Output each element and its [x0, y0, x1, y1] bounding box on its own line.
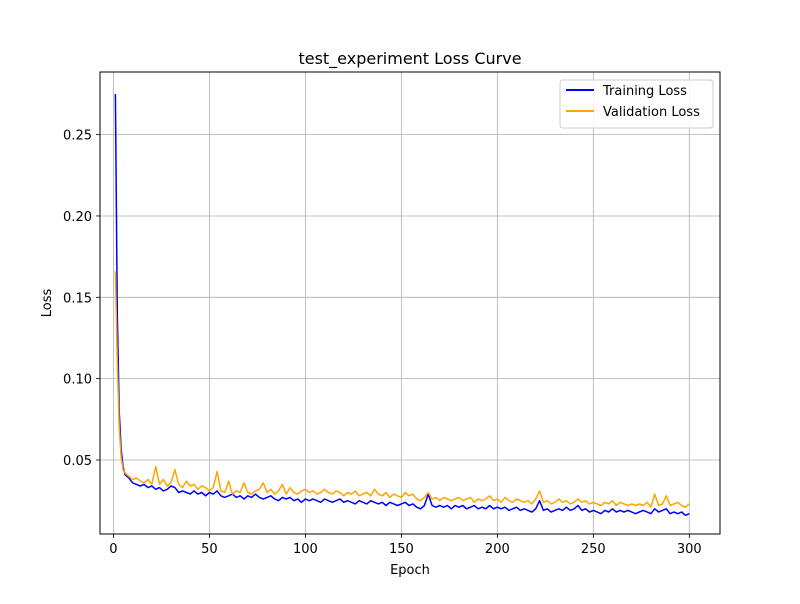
tick-layer: 0 50 100 150 200 250 300 0.05 0.10 0.15 0.20 0.25 — [63, 129, 702, 557]
x-tick-label: 250 — [581, 542, 606, 557]
y-tick-label: 0.25 — [63, 129, 92, 144]
x-tick-label: 300 — [677, 542, 702, 557]
legend-label-training: Training Loss — [602, 84, 687, 99]
grid-layer — [100, 72, 720, 534]
x-tick-label: 0 — [109, 542, 117, 557]
plot-frame — [99, 71, 721, 535]
chart-title: test_experiment Loss Curve — [298, 49, 521, 69]
validation-loss-line — [114, 271, 690, 508]
training-loss-line — [114, 93, 690, 517]
y-tick-label: 0.20 — [63, 210, 92, 225]
x-tick-label: 150 — [389, 542, 414, 557]
legend-label-validation: Validation Loss — [603, 105, 700, 120]
x-tick-label: 100 — [293, 542, 318, 557]
legend-box — [559, 79, 714, 129]
series-layer — [114, 93, 690, 517]
x-axis-label: Epoch — [390, 563, 430, 578]
y-tick-label: 0.05 — [63, 454, 92, 469]
x-tick-label: 50 — [201, 542, 218, 557]
legend: Training Loss Validation Loss — [559, 79, 714, 129]
y-tick-label: 0.15 — [63, 291, 92, 306]
x-tick-label: 200 — [485, 542, 510, 557]
y-tick-label: 0.10 — [63, 373, 92, 388]
y-axis-label: Loss — [40, 289, 55, 318]
